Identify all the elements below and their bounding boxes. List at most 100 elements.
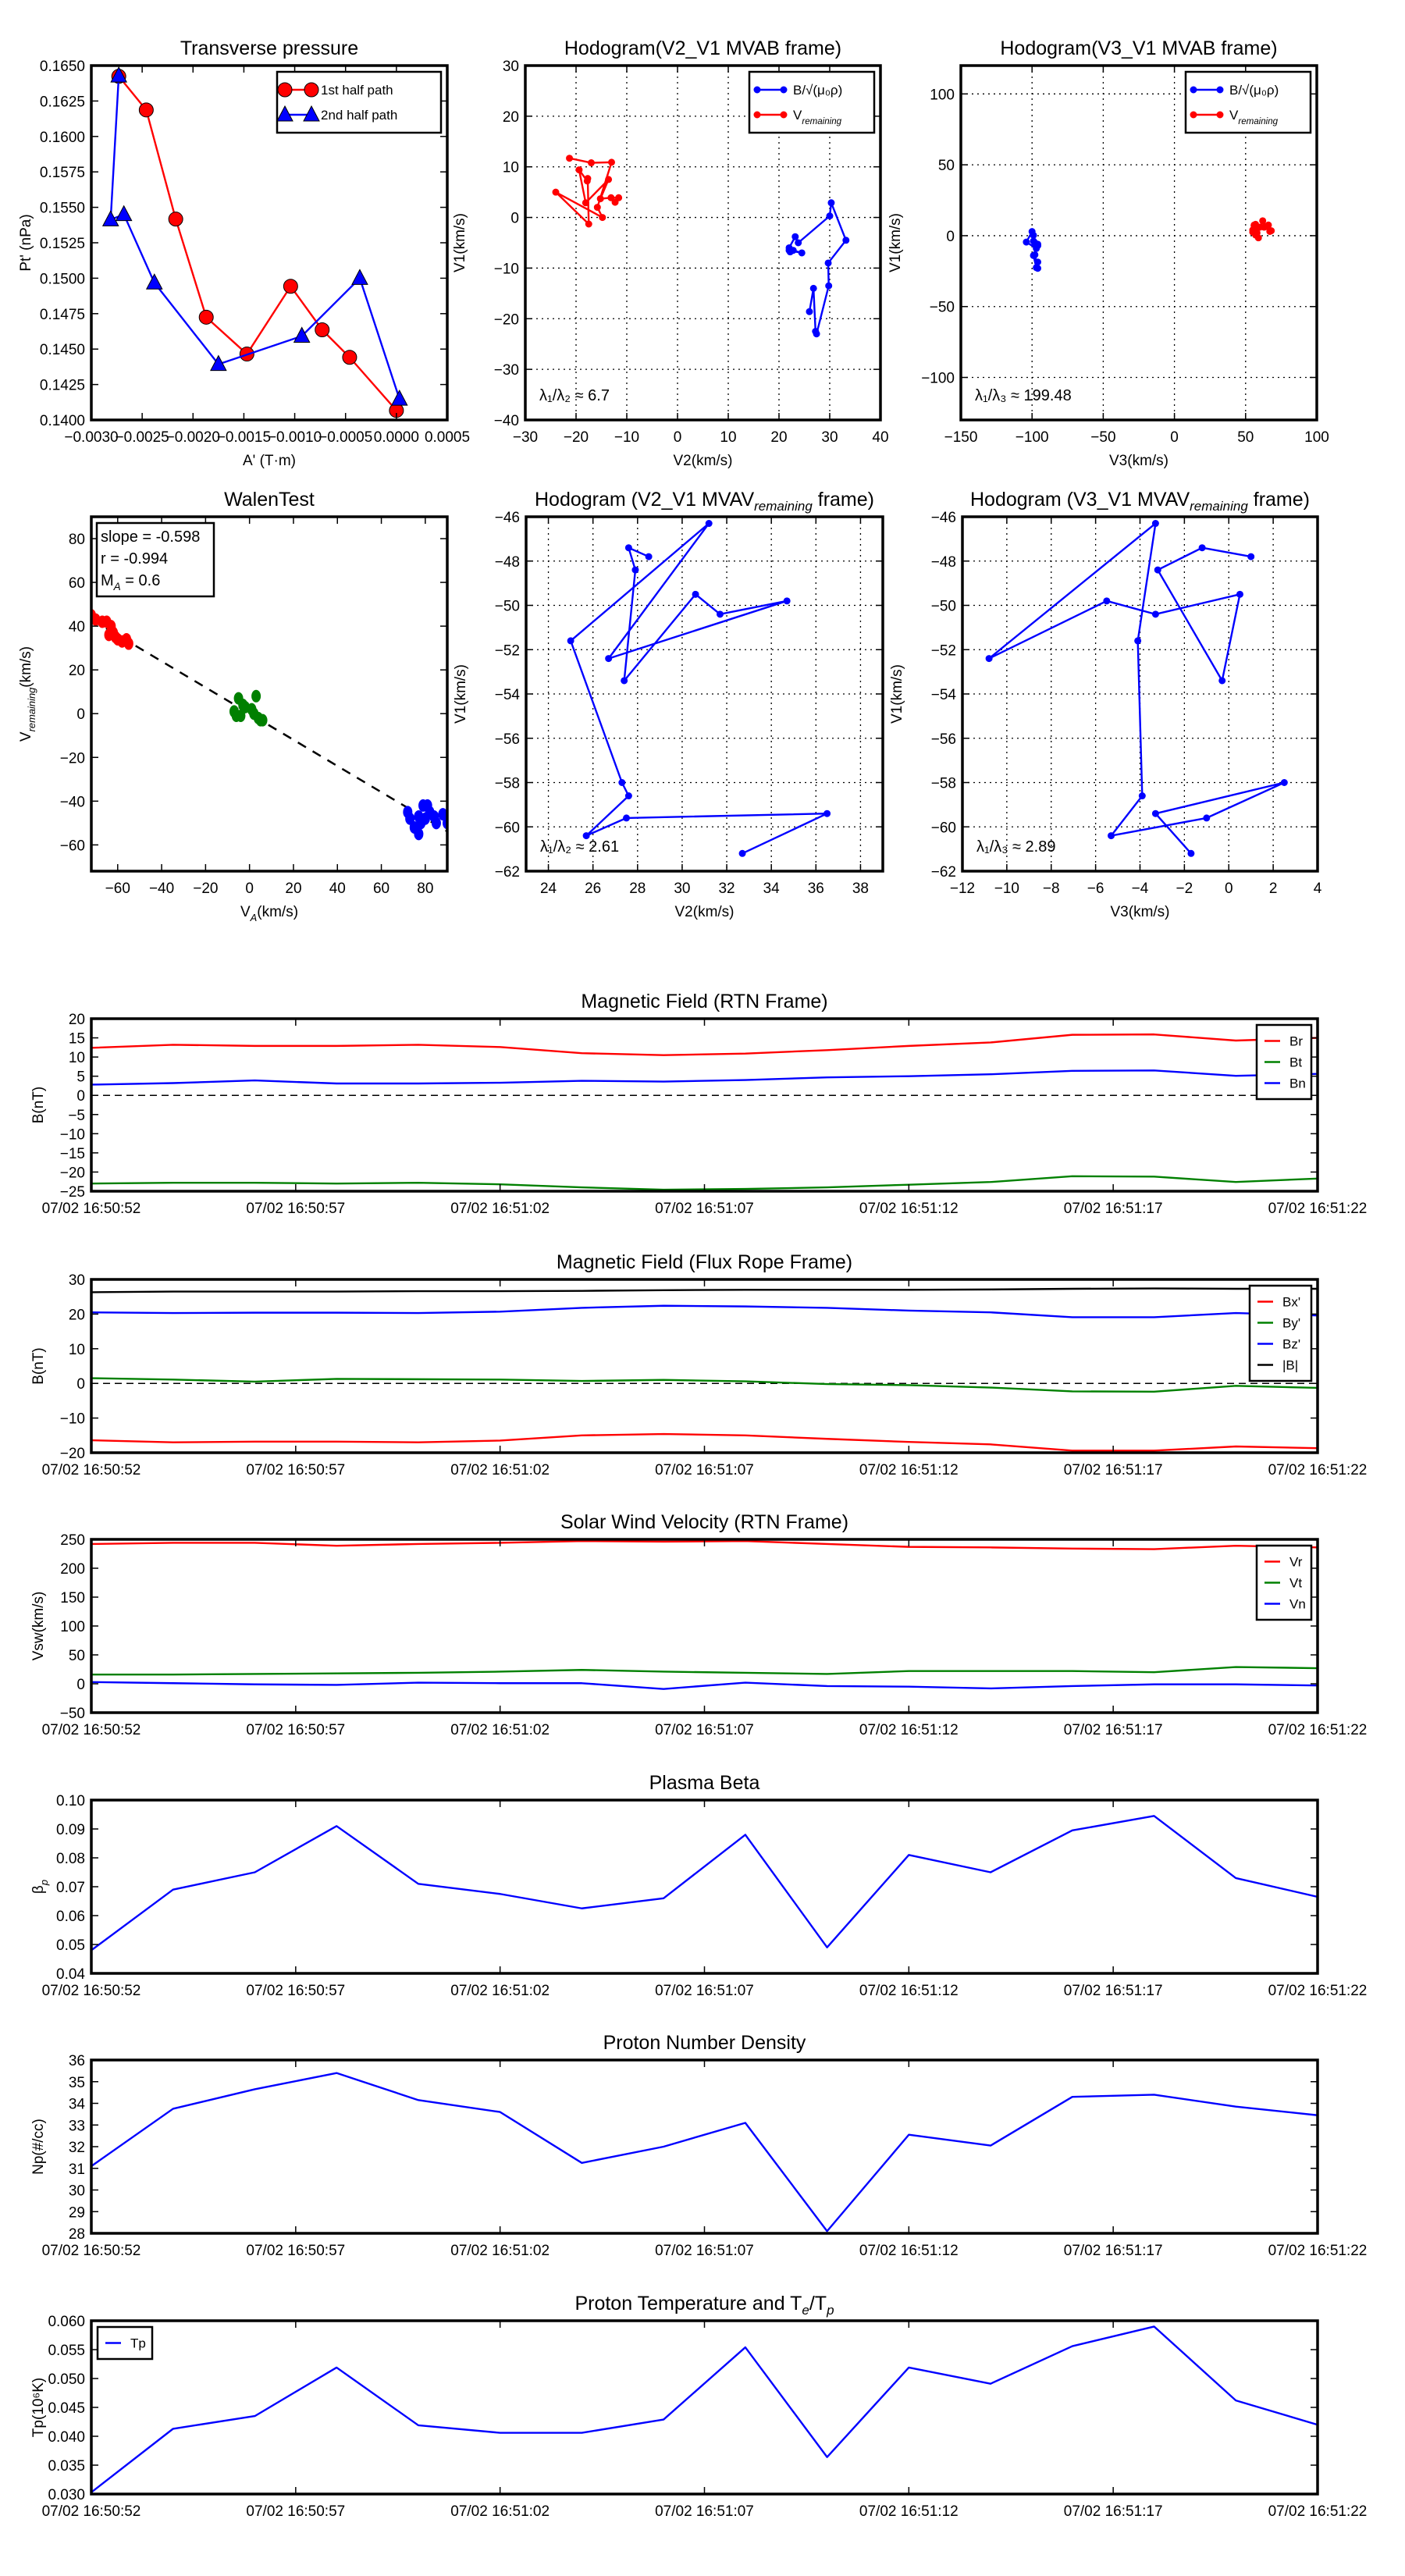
y-axis-label: V1(km/s) [452, 213, 468, 272]
data-point [110, 66, 128, 83]
y-tick-label: 0.035 [48, 2458, 85, 2475]
plot-area [91, 1033, 1318, 1191]
data-point [1154, 566, 1161, 574]
y-tick-label: −60 [60, 838, 85, 854]
text-part: Hodogram (V2_V1 MVAV [535, 489, 754, 511]
legend-label: Br [1289, 1034, 1303, 1049]
legend-label: 2nd half path [321, 108, 397, 123]
series-line-np [91, 2072, 1318, 2233]
x-tick-label: 07/02 16:50:57 [246, 1201, 345, 1217]
data-point [593, 204, 601, 212]
fit-line [91, 618, 447, 833]
plot-area [91, 2325, 1318, 2493]
y-axis-label: B(nT) [30, 1347, 47, 1385]
data-point [809, 284, 817, 292]
chart-title: Plasma Beta [649, 1772, 760, 1794]
data-point [618, 779, 626, 786]
chart-title: Magnetic Field (Flux Rope Frame) [557, 1251, 852, 1273]
data-point [716, 610, 724, 618]
data-point [780, 86, 788, 94]
axes-frame [524, 64, 882, 422]
x-tick-label: 07/02 16:50:57 [246, 2503, 345, 2520]
legend-entry-by: By' [1257, 1316, 1300, 1331]
data-point [823, 809, 831, 817]
data-point [1151, 809, 1159, 817]
data-point [824, 259, 832, 267]
data-point [791, 233, 799, 240]
chart-proton-number-density: 07/02 16:50:52 07/02 16:50:57 07/02 16:51:… [30, 2032, 1367, 2259]
y-tick-label: 0.1625 [40, 94, 85, 110]
x-tick-label: 10 [720, 429, 736, 446]
legend-label: |B| [1282, 1358, 1298, 1373]
chart-walen-test: −60 −40 −20 0 20 40 60 80 −60 −40 −20 0 20 40 60 80 Wale… [18, 489, 449, 923]
data-point [605, 176, 613, 183]
x-tick-label: 07/02 16:50:52 [42, 1201, 141, 1217]
legend: Bx' By' Bz' |B| [1248, 1284, 1313, 1382]
data-point [588, 159, 595, 167]
eigenvalue-ratio-annotation: λ₁/λ₂ ≈ 6.7 [539, 387, 610, 404]
y-tick-label: 0.045 [48, 2400, 85, 2417]
y-tick-label: 0 [76, 1088, 85, 1105]
text-part: remaining [802, 117, 841, 126]
legend-entry-vremaining: Vremaining [1190, 108, 1279, 126]
y-tick-label: −10 [60, 1411, 85, 1428]
y-tick-label: 80 [69, 532, 85, 548]
axes-frame [90, 1017, 1319, 1193]
data-point [304, 82, 319, 98]
x-tick-label: −20 [564, 429, 589, 446]
data-point [583, 177, 591, 185]
data-point [605, 655, 613, 663]
data-point [1033, 265, 1041, 272]
legend-entry-vn: Vn [1264, 1597, 1306, 1612]
plot-area [567, 520, 831, 857]
data-point [276, 105, 293, 122]
x-tick-label: −12 [950, 881, 975, 897]
y-tick-label: −20 [60, 750, 85, 767]
data-point [567, 637, 574, 645]
x-tick-label: 0 [245, 881, 254, 897]
y-tick-label: 10 [69, 1342, 85, 1358]
y-tick-label: 0.1400 [40, 413, 85, 429]
text-part: V [793, 108, 802, 123]
data-point [825, 282, 833, 290]
data-point [631, 566, 639, 574]
y-tick-label: 28 [69, 2226, 85, 2243]
data-point [416, 817, 426, 830]
text-part: remaining [1190, 499, 1248, 514]
chart-title: Hodogram (V2_V1 MVAVremaining frame) [535, 489, 874, 514]
data-point [438, 808, 447, 821]
x-tick-label: 30 [674, 881, 690, 897]
legend-entry-vremaining: Vremaining [753, 108, 842, 126]
legend-label: Vt [1289, 1576, 1302, 1591]
x-tick-label: 07/02 16:50:52 [42, 1983, 141, 1999]
stats-line: slope = -0.598 [101, 528, 200, 546]
y-tick-label: −58 [931, 776, 956, 792]
x-tick-label: 07/02 16:50:52 [42, 1722, 141, 1738]
x-axis-label: VA(km/s) [240, 904, 298, 923]
data-point [390, 390, 408, 406]
data-point [1254, 234, 1262, 242]
text-part: = 0.6 [121, 572, 161, 589]
data-point [405, 812, 415, 825]
data-point [1249, 228, 1257, 236]
series-line-vn [91, 1681, 1318, 1690]
data-point [621, 677, 628, 685]
data-point [315, 322, 330, 338]
legend-label: Bz' [1282, 1337, 1300, 1352]
series-line-bn [91, 1069, 1318, 1086]
series-line-hodogram [987, 522, 1286, 855]
x-tick-label: 26 [585, 881, 601, 897]
y-tick-label: 20 [503, 109, 519, 126]
legend-entry-b: B/√(μ₀ρ) [1190, 83, 1279, 98]
y-tick-label: 0.1550 [40, 201, 85, 217]
data-point [1236, 590, 1243, 598]
x-tick-label: 20 [285, 881, 301, 897]
y-tick-label: 100 [60, 1619, 85, 1635]
x-tick-label: 07/02 16:51:17 [1064, 1462, 1163, 1478]
data-point [258, 713, 268, 727]
data-point [552, 188, 560, 196]
legend-frame [276, 70, 443, 134]
chart-plasma-beta: 07/02 16:50:52 07/02 16:50:57 07/02 16:51:… [30, 1772, 1367, 1999]
data-point [247, 703, 257, 716]
data-point [806, 308, 813, 315]
